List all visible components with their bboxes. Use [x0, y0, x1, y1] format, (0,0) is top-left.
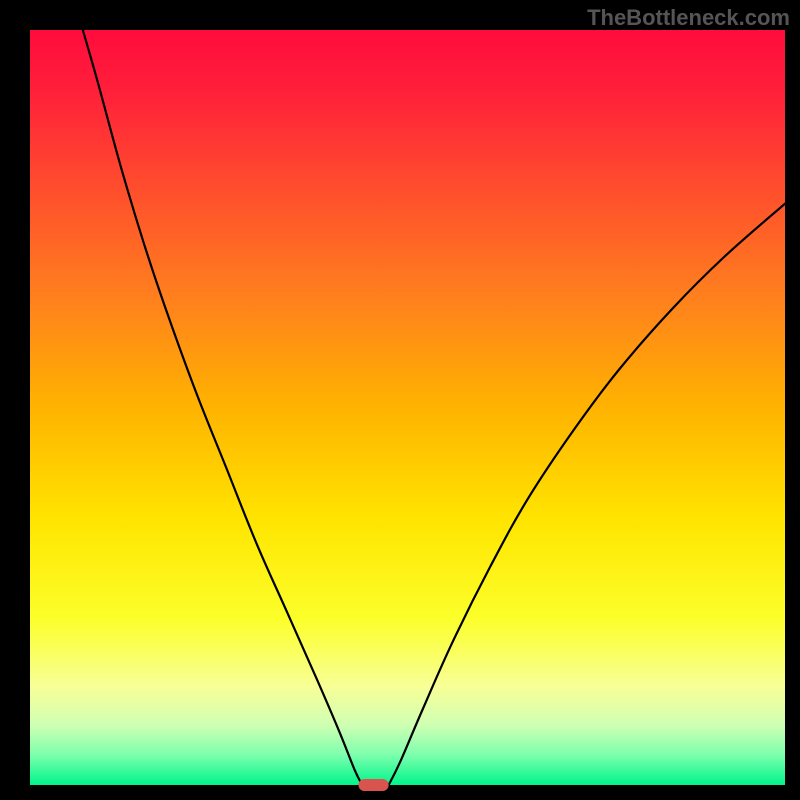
bottleneck-chart	[0, 0, 800, 800]
source-watermark: TheBottleneck.com	[587, 5, 790, 31]
chart-container: TheBottleneck.com	[0, 0, 800, 800]
optimum-marker	[358, 779, 388, 791]
chart-gradient-background	[30, 30, 785, 785]
